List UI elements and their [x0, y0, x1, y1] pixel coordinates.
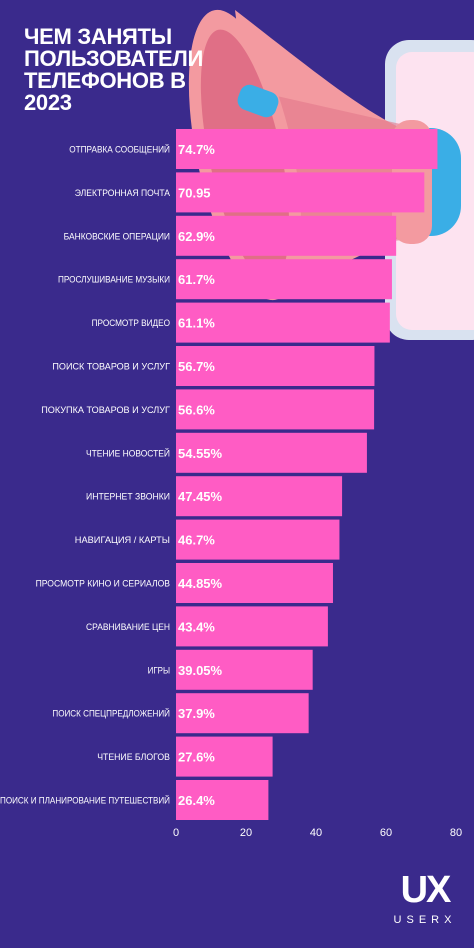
userx-logo: UX USERX [390, 870, 460, 926]
category-label: ПРОСМОТР КИНО И СЕРИАЛОВ [36, 579, 170, 590]
bar [176, 649, 313, 690]
data-label: 70.95 [178, 185, 211, 200]
category-label: СРАВНИВАНИЕ ЦЕН [86, 622, 170, 633]
category-label: БАНКОВСКИЕ ОПЕРАЦИИ [64, 231, 171, 242]
data-label: 61.1% [178, 316, 215, 331]
title-line: ТЕЛЕФОНОВ В [24, 68, 186, 93]
data-label: 46.7% [178, 533, 215, 548]
title-line: 2023 [24, 90, 72, 115]
category-label: ПОИСК И ПЛАНИРОВАНИЕ ПУТЕШЕСТВИЙ [0, 795, 170, 807]
title-line: ПОЛЬЗОВАТЕЛИ [24, 46, 204, 71]
bar [176, 215, 397, 256]
title-line: ЧЕМ ЗАНЯТЫ [24, 24, 172, 49]
x-tick-label: 80 [450, 827, 462, 839]
bar [176, 476, 343, 517]
bar [176, 432, 367, 473]
chart-title: ЧЕМ ЗАНЯТЫ ПОЛЬЗОВАТЕЛИ ТЕЛЕФОНОВ В 2023 [24, 26, 254, 114]
data-label: 62.9% [178, 229, 215, 244]
data-label: 37.9% [178, 706, 215, 721]
x-tick-label: 40 [310, 827, 322, 839]
bar [176, 129, 438, 169]
bar [176, 389, 375, 430]
category-label: ИНТЕРНЕТ ЗВОНКИ [86, 492, 170, 503]
category-label: ОТПРАВКА СООБЩЕНИЙ [69, 144, 170, 156]
bar [176, 259, 392, 300]
logo-mark: UX [400, 869, 452, 911]
x-tick-label: 60 [380, 827, 392, 839]
data-label: 61.7% [178, 272, 215, 287]
data-label: 54.55% [178, 446, 223, 461]
bar [176, 519, 340, 560]
data-label: 56.6% [178, 402, 215, 417]
data-label: 44.85% [178, 576, 223, 591]
data-label: 26.4% [178, 793, 215, 808]
category-label: ПОИСК СПЕЦПРЕДЛОЖЕНИЙ [52, 708, 170, 720]
data-label: 47.45% [178, 489, 223, 504]
logo-wordmark: USERX [393, 914, 457, 926]
category-label: НАВИГАЦИЯ / КАРТЫ [75, 535, 170, 546]
bar [176, 606, 328, 647]
x-tick-label: 0 [173, 827, 179, 839]
bar [176, 736, 273, 777]
category-label: ПРОСМОТР ВИДЕО [92, 318, 170, 329]
category-label: ИГРЫ [148, 665, 170, 676]
bar [176, 172, 425, 213]
bar [176, 693, 309, 734]
bar [176, 563, 333, 603]
bar [176, 780, 269, 820]
category-label: ПРОСЛУШИВАНИЕ МУЗЫКИ [58, 275, 170, 286]
category-label: ПОКУПКА ТОВАРОВ И УСЛУГ [41, 405, 170, 416]
x-tick-label: 20 [240, 827, 252, 839]
bar [176, 302, 390, 343]
data-label: 74.7% [178, 142, 215, 157]
data-label: 27.6% [178, 750, 215, 765]
data-label: 43.4% [178, 619, 215, 634]
category-label: ЧТЕНИЕ НОВОСТЕЙ [86, 447, 170, 459]
data-label: 56.7% [178, 359, 215, 374]
category-label: ЧТЕНИЕ БЛОГОВ [97, 752, 170, 763]
category-label: ПОИСК ТОВАРОВ И УСЛУГ [52, 362, 170, 373]
data-label: 39.05% [178, 663, 223, 678]
category-label: ЭЛЕКТРОННАЯ ПОЧТА [75, 188, 171, 199]
bar [176, 346, 375, 386]
